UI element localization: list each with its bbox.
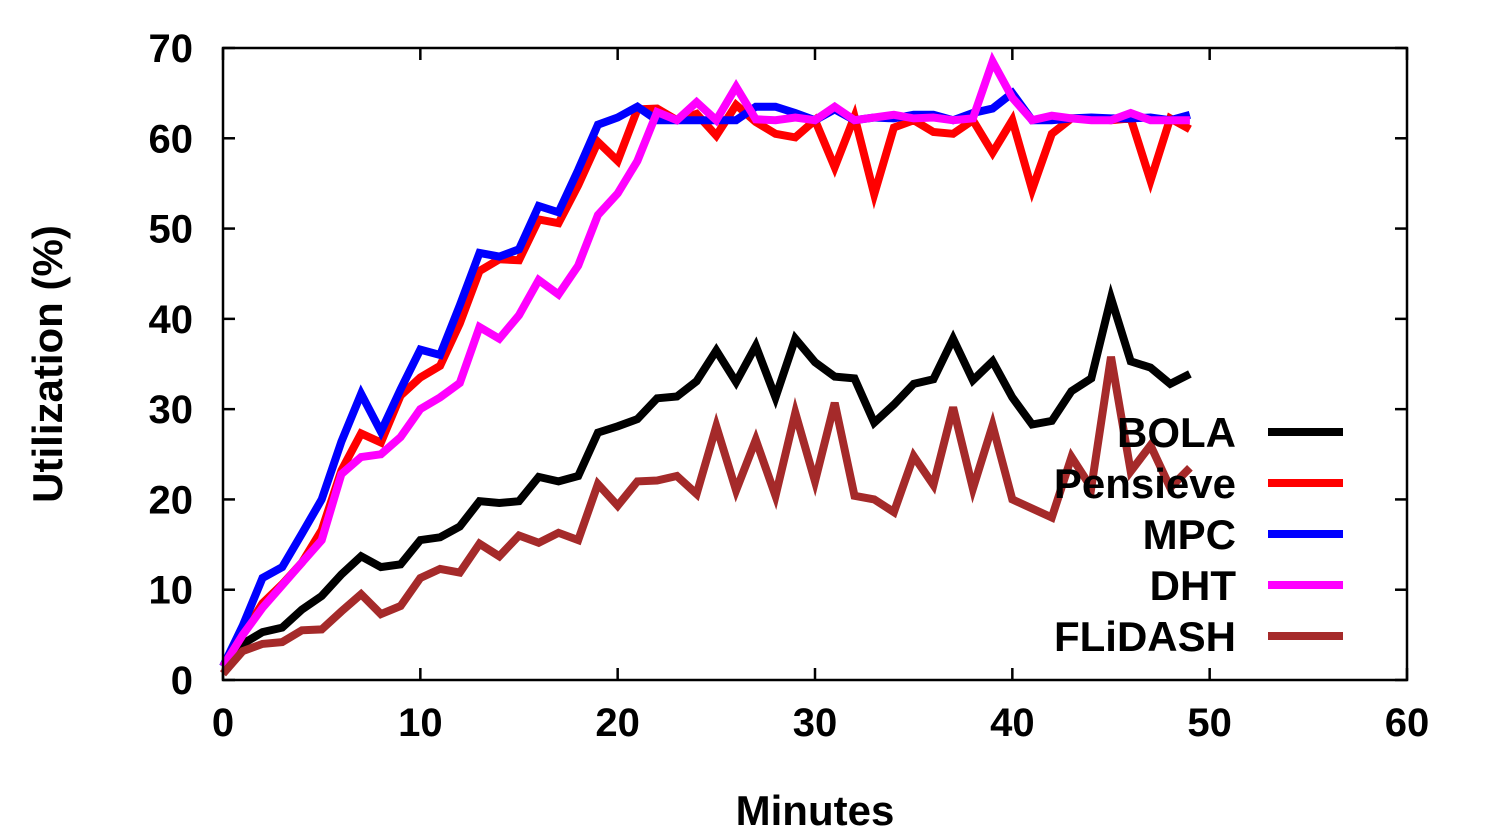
x-tick-label: 40 bbox=[990, 701, 1035, 745]
legend-label: Pensieve bbox=[1054, 460, 1236, 507]
x-tick-label: 10 bbox=[398, 701, 443, 745]
x-tick-label: 20 bbox=[595, 701, 640, 745]
x-tick-label: 0 bbox=[212, 701, 234, 745]
y-tick-label: 50 bbox=[149, 208, 194, 252]
y-tick-label: 10 bbox=[149, 569, 194, 613]
y-tick-label: 40 bbox=[149, 298, 194, 342]
plot-frame bbox=[221, 46, 1409, 682]
x-tick-label: 30 bbox=[793, 701, 838, 745]
y-axis-title: Utilization (%) bbox=[24, 225, 71, 503]
x-axis-title: Minutes bbox=[736, 787, 895, 834]
legend-label: BOLA bbox=[1117, 409, 1236, 456]
y-tick-label: 60 bbox=[149, 117, 194, 161]
axis-ticks: 0 10 20 30 40 50 60 0 10 20 30 40 50 60 70 bbox=[149, 27, 1430, 745]
y-tick-label: 20 bbox=[149, 478, 194, 522]
series-lines bbox=[219, 51, 1193, 677]
series-line-flidash bbox=[219, 356, 1193, 677]
series-line-bola bbox=[219, 283, 1192, 670]
series-line-mpc bbox=[219, 87, 1191, 669]
legend-label: FLiDASH bbox=[1054, 613, 1236, 660]
y-tick-label: 0 bbox=[171, 659, 193, 703]
y-tick-label: 70 bbox=[149, 27, 194, 71]
legend-label: DHT bbox=[1150, 562, 1237, 609]
y-tick-label: 30 bbox=[149, 388, 194, 432]
x-tick-label: 50 bbox=[1187, 701, 1232, 745]
series-line-pensieve bbox=[219, 98, 1192, 669]
x-tick-label: 60 bbox=[1385, 701, 1430, 745]
series-line-dht bbox=[219, 51, 1190, 669]
legend-label: MPC bbox=[1143, 511, 1236, 558]
